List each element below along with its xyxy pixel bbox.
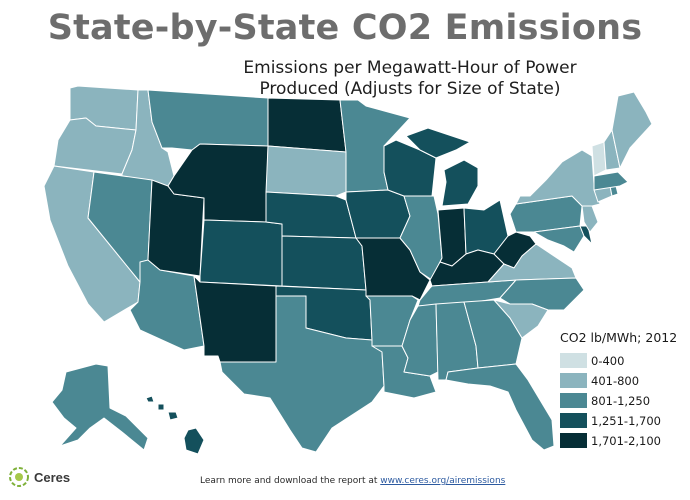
state-IL: [399, 195, 443, 281]
state-HI-island-2: [167, 411, 179, 421]
map-subtitle: Emissions per Megawatt-Hour of Power Pro…: [230, 58, 590, 100]
state-CO: [199, 219, 283, 287]
state-SC: [493, 299, 549, 339]
state-ME: [611, 91, 653, 169]
state-TX: [219, 295, 385, 453]
state-MA: [593, 171, 629, 191]
state-FL: [445, 363, 555, 451]
subtitle-line-2: Produced (Adjusts for Size of State): [259, 79, 561, 99]
state-KS: [281, 235, 367, 291]
page-title: State-by-State CO2 Emissions: [47, 8, 643, 48]
map-legend: CO2 lb/MWh; 2012 0-400 401-800 801-1,250…: [560, 330, 685, 453]
legend-label: 401-800: [591, 373, 640, 388]
legend-swatch: [560, 413, 587, 428]
footer: Learn more and download the report at ww…: [200, 476, 620, 486]
subtitle-line-1: Emissions per Megawatt-Hour of Power: [243, 58, 577, 78]
logo-text: Ceres: [34, 469, 71, 485]
state-ND: [267, 97, 347, 153]
footer-text: Learn more and download the report at: [200, 476, 381, 486]
ceres-leaf-logo-icon: [9, 467, 29, 487]
state-MS: [401, 303, 439, 377]
state-HI: [183, 427, 205, 455]
legend-item: 0-400: [560, 353, 685, 368]
legend-swatch: [560, 393, 587, 408]
state-IA: [345, 189, 411, 239]
state-WY: [167, 143, 269, 223]
state-MI-upper: [405, 127, 471, 159]
legend-label: 1,251-1,700: [591, 413, 661, 428]
state-SD: [265, 145, 347, 197]
legend-label: 801-1,250: [591, 393, 651, 408]
legend-label: 1,701-2,100: [591, 433, 661, 448]
legend-swatch: [560, 353, 587, 368]
legend-item: 401-800: [560, 373, 685, 388]
state-VA: [487, 243, 577, 283]
legend-label: 0-400: [591, 353, 625, 368]
legend-title: CO2 lb/MWh; 2012: [560, 330, 678, 345]
state-NY: [515, 149, 601, 207]
state-NM: [193, 275, 277, 363]
legend-swatch: [560, 373, 587, 388]
state-HI-island-4: [145, 395, 155, 403]
state-AK: [51, 363, 149, 451]
state-HI-island-3: [157, 403, 165, 411]
legend-item: 1,701-2,100: [560, 433, 685, 448]
state-MT: [147, 89, 269, 151]
state-MI: [441, 159, 479, 207]
report-link[interactable]: www.ceres.org/airemissions: [380, 476, 506, 486]
legend-item: 1,251-1,700: [560, 413, 685, 428]
ceres-logo: Ceres: [8, 466, 70, 488]
legend-item: 801-1,250: [560, 393, 685, 408]
legend-swatch: [560, 433, 587, 448]
